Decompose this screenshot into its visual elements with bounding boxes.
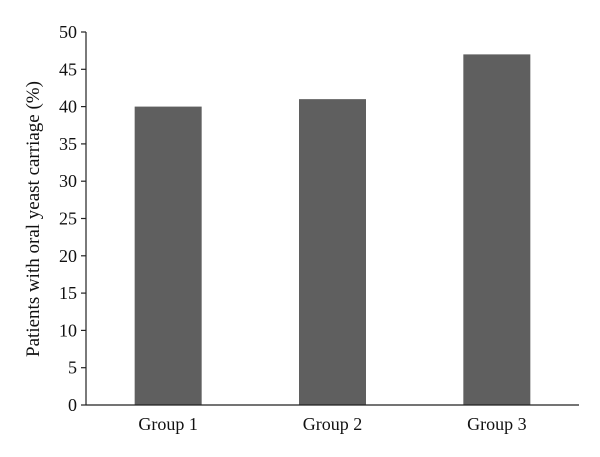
y-tick-label: 0 <box>68 395 77 415</box>
bar-group-3 <box>463 54 531 405</box>
y-tick-label: 50 <box>59 22 77 42</box>
bar-group-2 <box>299 99 366 405</box>
y-tick-label: 25 <box>59 209 77 229</box>
y-axis-ticks: 0 5 10 15 20 25 30 35 40 45 50 <box>59 22 86 415</box>
bar-group-1 <box>134 106 202 405</box>
x-tick-label: Group 1 <box>138 414 198 434</box>
y-tick-label: 45 <box>59 59 77 79</box>
y-tick-label: 20 <box>59 246 77 266</box>
x-axis-ticks: Group 1 Group 2 Group 3 <box>138 414 526 434</box>
y-tick-label: 40 <box>59 97 77 117</box>
x-tick-label: Group 2 <box>303 414 363 434</box>
y-tick-label: 15 <box>59 283 77 303</box>
x-tick-label: Group 3 <box>467 414 527 434</box>
y-tick-label: 30 <box>59 171 77 191</box>
y-tick-label: 35 <box>59 134 77 154</box>
bars <box>134 54 531 405</box>
y-tick-label: 10 <box>59 320 77 340</box>
y-axis-title: Patients with oral yeast carriage (%) <box>23 81 44 357</box>
y-tick-label: 5 <box>68 358 77 378</box>
